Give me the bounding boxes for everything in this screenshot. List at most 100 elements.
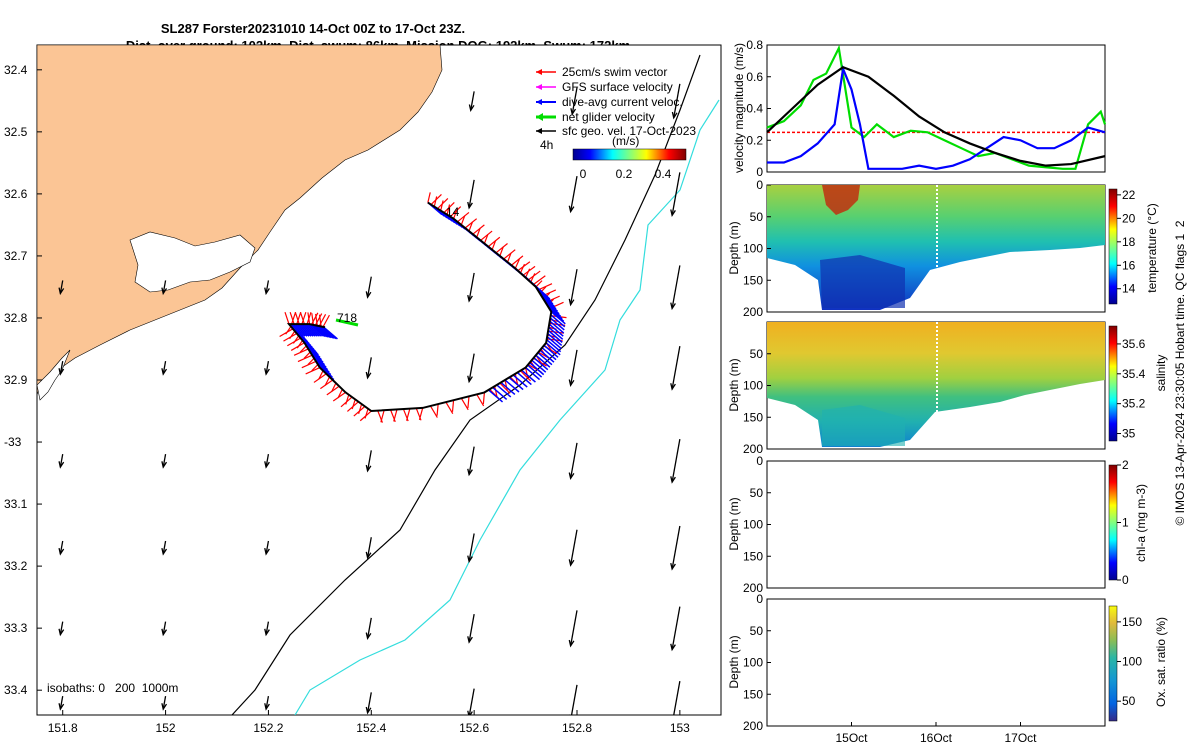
temperature-warm-core [822,185,860,215]
swim-vector [296,311,302,325]
swim-vector [460,215,466,226]
swim-vector [535,280,543,288]
map-xtick-label: 152.4 [356,721,386,735]
salinity-colorbar [1108,325,1118,442]
current-vector [294,323,310,337]
map-axis-ticks: 151.8 152 152.2 152.4 152.6 152.8 153 32.4 32.5 3… [4,63,690,735]
geo-velocity-arrow [162,280,167,294]
cbar-tick-label: 50 [1122,694,1136,708]
velocity-ticks: 0 0.2 0.4 0.6 0.8 [746,38,771,179]
chla-cbar-label: chl-a (mg m-3) [1134,484,1148,562]
swim-vector [337,389,343,399]
current-vector [531,359,547,373]
swim-vector [532,275,546,286]
map-ytick-label: 32.9 [4,373,28,387]
geo-velocity-arrow [366,537,372,558]
temperature-cbar-label: temperature (°C) [1145,203,1159,293]
current-vector [504,379,520,393]
current-vector [525,367,541,381]
cbar-tick-label: 1 [1122,516,1129,530]
salinity-ylabel: Depth (m) [727,358,741,411]
current-vector [488,389,504,403]
current-vector [546,339,562,353]
geo-velocity-arrow-head [467,555,473,564]
current-vector [310,323,326,338]
geo-velocity-arrow [673,83,681,118]
depth-tick-label: 100 [743,379,763,393]
colorbar-tick-0: 0 [580,167,587,181]
cbar-tick-label: 16 [1122,258,1136,272]
depth-tick-label: 200 [743,719,763,733]
geo-velocity-arrow [59,360,64,375]
cbar-tick-label: 2 [1122,458,1129,472]
oxygen-cbar-label: Ox. sat. ratio (%) [1154,617,1168,707]
swim-vector [436,403,439,416]
depth-tick-label: 50 [750,624,764,638]
current-vector [535,354,551,368]
swim-vector [307,357,315,366]
current-vector [548,323,564,337]
current-vector [496,384,512,398]
geo-velocity-arrow [59,695,64,710]
salinity-ticks: 50 100 150 200 35 35.2 35.4 35.6 [743,337,1146,456]
temperature-ylabel: Depth (m) [727,221,741,274]
swim-vector [525,268,531,278]
geo-velocity-arrow [671,265,681,309]
geo-velocity-arrow-head [161,461,168,469]
net-glider-velocity [335,318,359,327]
swim-vector [482,392,486,405]
swim-vector [429,405,438,418]
swim-vector [491,240,497,250]
cbar-tick-label: 150 [1122,615,1142,629]
swim-vector [503,249,516,260]
geo-velocity-arrow-head [568,205,575,214]
cbar-tick-label: 35.2 [1122,397,1146,411]
geo-velocity-arrow-head [671,111,678,120]
geo-velocity-arrow-head [264,703,270,711]
glider-track [286,201,553,413]
geo-velocity-arrow [265,280,270,294]
isobath-1000 [294,99,720,715]
geo-velocity-arrow [470,91,475,111]
current-vector [298,323,314,337]
velocity-ytick-label: 0.4 [746,102,763,116]
geo-velocity-arrow [265,360,270,375]
map-ytick-label: -33 [4,435,22,449]
velocity-panel: 0 0.2 0.4 0.6 0.8 velocity magnitude (m/s) [732,38,1107,179]
depth-tick-label: 100 [743,242,763,256]
current-vector [322,326,338,340]
swim-vector [332,391,346,402]
geo-velocity-arrow [162,454,167,468]
depth-tick-label: 200 [743,305,763,319]
map-ytick-label: 33.2 [4,559,28,573]
salinity-cbar-label: salinity [1154,355,1168,392]
geo-velocity-arrow [671,439,681,483]
current-vector [547,329,563,343]
cbar-tick-label: 35.6 [1122,337,1146,351]
footer-note: © IMOS 13-Apr-2024 23:30:05 Hobart time.… [1173,220,1187,525]
current-vector [545,342,561,356]
chla-frame [766,460,1106,589]
speed-colorbar [572,148,687,161]
geo-velocity-arrow-head [568,559,575,567]
geo-velocity-arrow [468,614,475,643]
swim-vector [322,314,330,328]
geo-velocity-arrow [571,87,578,115]
track-map: 14 718 25cm/s swim vector GFS surface ve… [4,44,722,735]
swim-vector [305,367,321,375]
geo-velocity-arrow-head [365,371,372,380]
swim-vector [457,211,470,223]
swim-vector [326,385,340,396]
oxygen-colorbar [1108,605,1118,722]
current-vector [550,314,566,328]
depth-tick-label: 150 [743,687,763,701]
geo-velocity-arrow [59,540,64,555]
depth-tick-label: 150 [743,410,763,424]
geo-velocity-arrow [569,610,578,647]
current-vector [546,336,562,350]
legend-current-arrowhead [536,99,542,105]
depth-tick-label: 0 [756,592,763,606]
geo-velocity-arrow [569,442,578,479]
current-vector [500,381,516,396]
